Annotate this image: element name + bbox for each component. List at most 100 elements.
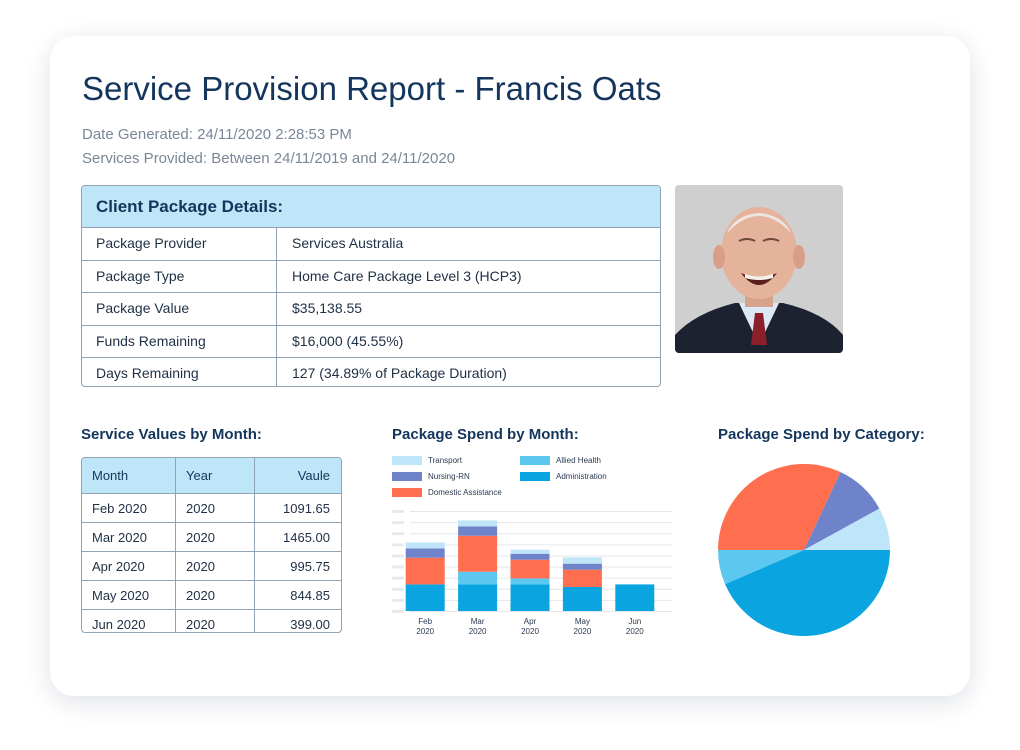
bar-segment-transport (510, 549, 550, 554)
value-cell: 844.85 (290, 587, 330, 603)
x-tick-label: 2020 (521, 627, 539, 636)
month-header: Month (82, 458, 176, 493)
month-cell: Jun 2020 (82, 610, 176, 632)
client-package-table: Client Package Details: Package Provider… (81, 185, 661, 387)
service-values-table: Month Year Vaule Feb 2020 2020 1091.65 M… (81, 457, 342, 633)
package-provider-value: Services Australia (292, 235, 404, 251)
y-tick-mark (392, 543, 404, 547)
year-header: Year (176, 458, 255, 493)
days-remaining-value: 127 (34.89% of Package Duration) (292, 365, 507, 382)
bar-segment-domestic-assistance (405, 557, 445, 585)
bar-segment-administration (510, 584, 550, 611)
x-tick-label: Apr (524, 617, 537, 626)
y-tick-mark (392, 565, 404, 569)
legend-swatch (392, 456, 422, 465)
pie-slice-nursing-rn (804, 472, 880, 550)
package-type-label: Package Type (82, 260, 277, 293)
y-tick-mark (392, 598, 404, 602)
y-tick-mark (392, 510, 404, 513)
pie-slice-allied-health (718, 550, 804, 585)
x-tick-label: 2020 (469, 627, 487, 636)
table-row: Package Provider Services Australia (82, 228, 660, 261)
bar-segment-transport (562, 557, 602, 564)
bar-segment-nursing-rn (458, 526, 498, 536)
funds-remaining-label: Funds Remaining (82, 325, 277, 358)
table-header-row: Month Year Vaule (82, 458, 341, 494)
y-tick-mark (392, 532, 404, 536)
bar-segment-nursing-rn (510, 553, 550, 560)
bar-segment-allied-health (510, 578, 550, 585)
y-tick-mark (392, 554, 404, 558)
x-tick-label: Feb (418, 617, 432, 626)
x-tick-label: 2020 (574, 627, 592, 636)
bar-segment-administration (562, 587, 602, 611)
value-header: Vaule (297, 468, 330, 483)
legend-swatch (520, 456, 550, 465)
legend-label: Transport (428, 456, 462, 465)
bar-segment-nursing-rn (562, 563, 602, 570)
value-cell: 995.75 (290, 558, 330, 574)
table-row: Funds Remaining $16,000 (45.55%) (82, 325, 660, 359)
legend-swatch (520, 472, 550, 481)
client-portrait-illustration (675, 185, 843, 353)
days-remaining-label: Days Remaining (82, 358, 277, 386)
legend-label: Domestic Assistance (428, 488, 502, 497)
package-provider-label: Package Provider (82, 228, 277, 260)
x-tick-label: 2020 (416, 627, 434, 636)
x-tick-label: 2020 (626, 627, 644, 636)
year-cell: 2020 (176, 581, 255, 609)
pie-chart-title: Package Spend by Category: (718, 426, 925, 443)
package-value-label: Package Value (82, 293, 277, 325)
year-cell: 2020 (176, 610, 255, 632)
x-tick-label: May (575, 617, 590, 626)
legend-label: Administration (556, 472, 607, 481)
year-cell: 2020 (176, 494, 255, 522)
client-package-heading: Client Package Details: (82, 186, 660, 228)
y-tick-mark (392, 576, 404, 580)
value-cell: 399.00 (290, 616, 330, 632)
table-row: Days Remaining 127 (34.89% of Package Du… (82, 358, 660, 386)
package-value-value: $35,138.55 (292, 300, 363, 317)
table-row: May 2020 2020 844.85 (82, 581, 341, 610)
y-tick-mark (392, 521, 404, 525)
legend-label: Allied Health (556, 456, 601, 465)
value-cell: 1091.65 (283, 500, 330, 516)
date-generated: Date Generated: 24/11/2020 2:28:53 PM (82, 126, 352, 143)
legend-domestic-assistance: Domestic Assistance (392, 488, 502, 497)
package-type-value: Home Care Package Level 3 (HCP3) (292, 267, 522, 284)
bar-chart-title: Package Spend by Month: (392, 426, 579, 443)
bar-segment-transport (405, 542, 445, 549)
month-cell: Mar 2020 (82, 523, 176, 551)
x-tick-label: Jun (628, 617, 641, 626)
pie-slice-administration (725, 550, 890, 636)
table-row: Jun 2020 2020 399.00 (82, 610, 341, 632)
x-tick-label: Mar (471, 617, 485, 626)
month-cell: May 2020 (82, 581, 176, 609)
bar-segment-transport (458, 520, 498, 527)
bar-segment-administration (615, 584, 655, 611)
y-tick-mark (392, 610, 404, 613)
package-spend-by-category-chart (718, 464, 890, 636)
table-row: Package Value $35,138.55 (82, 293, 660, 326)
legend-nursing-rn: Nursing-RN (392, 472, 470, 481)
bar-segment-administration (405, 584, 445, 611)
legend-swatch (392, 472, 422, 481)
pie-slice-transport (804, 508, 890, 550)
legend-allied-health: Allied Health (520, 456, 601, 465)
legend-administration: Administration (520, 472, 607, 481)
year-cell: 2020 (176, 552, 255, 580)
bar-segment-allied-health (458, 571, 498, 585)
legend-label: Nursing-RN (428, 472, 470, 481)
bar-segment-domestic-assistance (562, 569, 602, 587)
pie-slice-domestic-assistance (718, 464, 841, 550)
legend-swatch (392, 488, 422, 497)
bar-segment-nursing-rn (405, 548, 445, 558)
funds-remaining-value: $16,000 (45.55%) (292, 332, 404, 349)
bar-segment-administration (458, 584, 498, 611)
y-tick-mark (392, 587, 404, 591)
client-photo (675, 185, 843, 353)
table-row: Package Type Home Care Package Level 3 (… (82, 260, 660, 294)
service-values-title: Service Values by Month: (81, 426, 262, 443)
services-period: Services Provided: Between 24/11/2019 an… (82, 150, 456, 167)
